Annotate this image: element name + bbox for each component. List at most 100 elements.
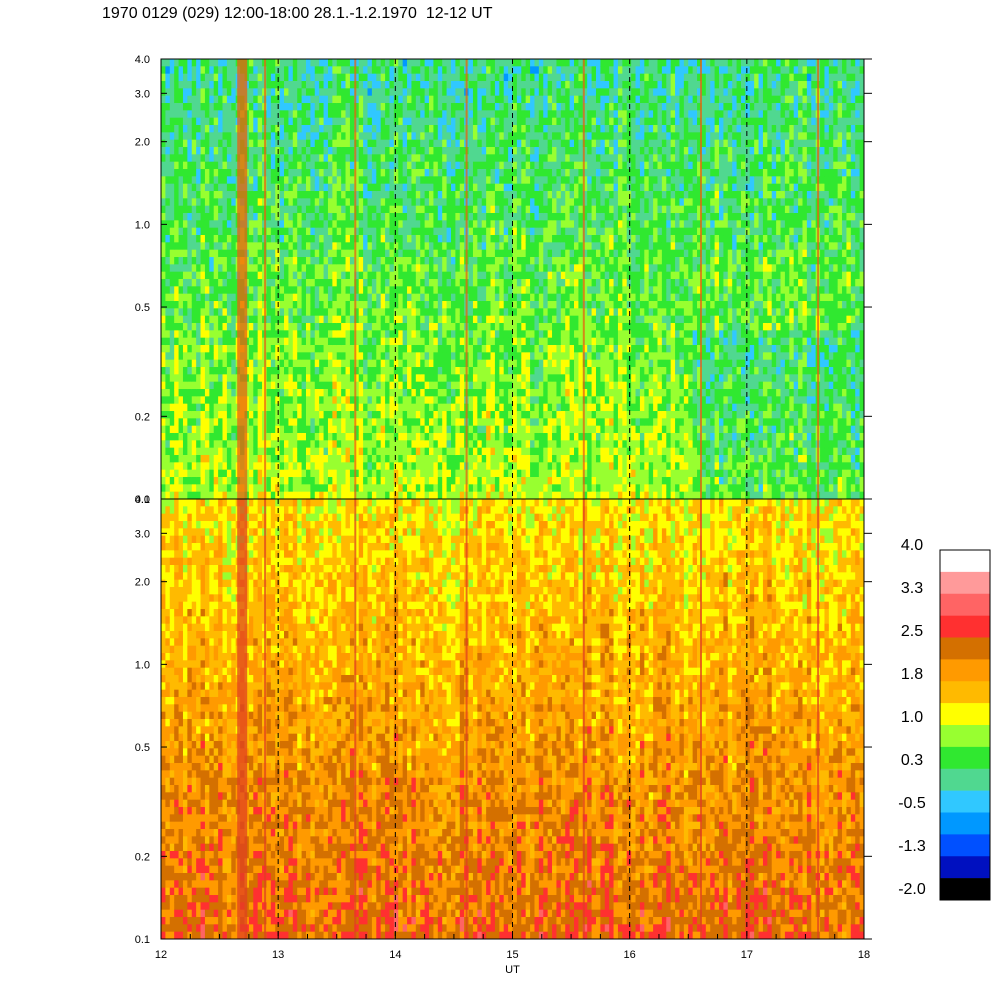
- heatmap-cell: [305, 191, 311, 199]
- heatmap-cell: [354, 403, 360, 412]
- heatmap-cell: [490, 257, 496, 265]
- heatmap-cell: [200, 73, 206, 82]
- heatmap-cell: [174, 154, 179, 163]
- heatmap-cell: [323, 205, 329, 214]
- heatmap-cell: [165, 455, 171, 463]
- heatmap-cell: [327, 95, 333, 104]
- heatmap-cell: [521, 103, 527, 111]
- heatmap-cell: [222, 455, 228, 463]
- heatmap-cell: [490, 286, 496, 295]
- heatmap-cell: [481, 279, 487, 287]
- heatmap-cell: [174, 352, 179, 361]
- heatmap-cell: [446, 110, 452, 119]
- heatmap-cell: [226, 66, 232, 75]
- heatmap-cell: [209, 286, 215, 295]
- heatmap-cell: [165, 374, 171, 383]
- heatmap-cell: [336, 242, 342, 251]
- heatmap-cell: [398, 191, 404, 199]
- heatmap-cell: [442, 374, 447, 383]
- heatmap-cell: [437, 132, 443, 141]
- heatmap-cell: [349, 337, 355, 346]
- heatmap-cell: [437, 191, 443, 199]
- heatmap-cell: [178, 433, 184, 441]
- heatmap-cell: [521, 359, 527, 368]
- heatmap-cell: [358, 176, 364, 185]
- heatmap-cell: [508, 308, 513, 317]
- heatmap-cell: [297, 440, 302, 449]
- heatmap-cell: [398, 403, 404, 412]
- heatmap-cell: [253, 330, 259, 339]
- heatmap-cell: [292, 462, 298, 471]
- heatmap-cell: [433, 95, 439, 104]
- heatmap-cell: [358, 73, 364, 82]
- heatmap-cell: [415, 73, 421, 82]
- heatmap-cell: [231, 213, 237, 221]
- heatmap-cell: [508, 301, 513, 309]
- heatmap-cell: [266, 220, 272, 229]
- heatmap-cell: [226, 257, 232, 265]
- heatmap-cell: [266, 455, 272, 463]
- heatmap-cell: [398, 279, 404, 287]
- heatmap-cell: [266, 117, 272, 126]
- heatmap-cell: [521, 308, 527, 317]
- heatmap-cell: [253, 352, 259, 361]
- heatmap-cell: [455, 88, 461, 97]
- heatmap-cell: [279, 425, 285, 434]
- heatmap-cell: [468, 213, 474, 221]
- heatmap-cell: [385, 367, 390, 375]
- heatmap-cell: [182, 374, 188, 383]
- heatmap-cell: [424, 81, 430, 89]
- heatmap-cell: [231, 169, 237, 177]
- heatmap-cell: [516, 484, 522, 493]
- heatmap-cell: [279, 205, 285, 214]
- heatmap-cell: [437, 88, 443, 97]
- heatmap-cell: [429, 462, 434, 471]
- heatmap-cell: [204, 447, 210, 456]
- heatmap-cell: [248, 88, 254, 97]
- heatmap-cell: [305, 293, 311, 302]
- heatmap-cell: [165, 403, 171, 412]
- heatmap-cell: [358, 183, 364, 192]
- heatmap-cell: [450, 95, 456, 104]
- heatmap-cell: [358, 418, 364, 427]
- heatmap-cell: [455, 205, 461, 214]
- heatmap-cell: [178, 337, 184, 346]
- heatmap-cell: [459, 367, 465, 375]
- heatmap-cell: [248, 227, 254, 236]
- heatmap-cell: [323, 381, 329, 390]
- heatmap-cell: [231, 139, 237, 148]
- heatmap-cell: [248, 176, 254, 185]
- heatmap-cell: [437, 176, 443, 185]
- heatmap-cell: [468, 308, 474, 317]
- heatmap-cell: [411, 330, 417, 339]
- heatmap-cell: [472, 374, 478, 383]
- heatmap-cell: [209, 88, 215, 97]
- heatmap-cell: [209, 125, 215, 133]
- heatmap-cell: [288, 73, 294, 82]
- heatmap-cell: [398, 425, 404, 434]
- heatmap-cell: [450, 198, 456, 207]
- heatmap-cell: [380, 425, 386, 434]
- heatmap-cell: [433, 249, 439, 258]
- heatmap-cell: [279, 103, 285, 111]
- heatmap-cell: [165, 447, 171, 456]
- heatmap-cell: [336, 411, 342, 419]
- heatmap-cell: [459, 249, 465, 258]
- heatmap-cell: [323, 132, 329, 141]
- heatmap-cell: [279, 271, 285, 280]
- heatmap-cell: [389, 205, 395, 214]
- heatmap-cell: [257, 308, 263, 317]
- heatmap-cell: [323, 301, 329, 309]
- heatmap-cell: [204, 367, 210, 375]
- heatmap-cell: [363, 59, 368, 67]
- heatmap-cell: [407, 220, 412, 229]
- heatmap-cell: [481, 117, 487, 126]
- heatmap-cell: [305, 330, 311, 339]
- heatmap-cell: [446, 374, 452, 383]
- heatmap-cell: [174, 433, 179, 441]
- heatmap-cell: [398, 176, 404, 185]
- heatmap-cell: [161, 484, 166, 493]
- heatmap-cell: [512, 227, 518, 236]
- heatmap-cell: [376, 411, 382, 419]
- heatmap-cell: [407, 323, 412, 331]
